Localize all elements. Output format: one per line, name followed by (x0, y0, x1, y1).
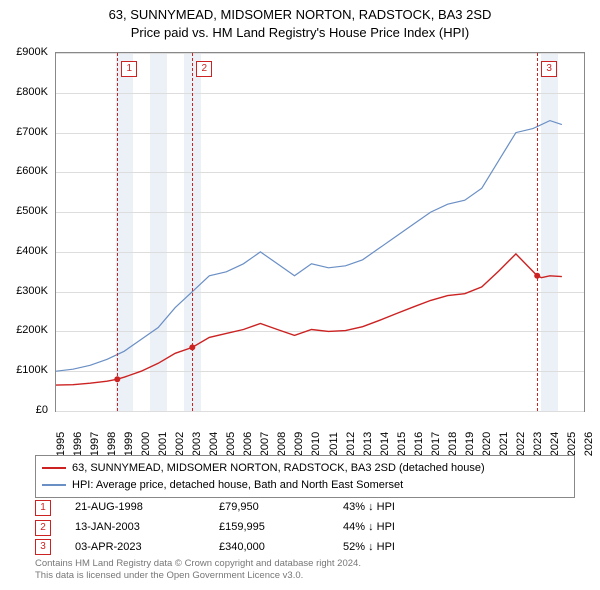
y-tick-label: £800K (16, 86, 48, 98)
x-tick-label: 2018 (447, 432, 459, 456)
title-address: 63, SUNNYMEAD, MIDSOMER NORTON, RADSTOCK… (0, 6, 600, 24)
sale-event-line (117, 53, 118, 411)
sale-row-marker: 3 (35, 539, 51, 555)
sale-event-marker: 3 (541, 61, 557, 77)
x-tick-label: 1995 (55, 432, 67, 456)
x-tick-label: 2012 (345, 432, 357, 456)
x-tick-label: 2001 (157, 432, 169, 456)
legend-label: HPI: Average price, detached house, Bath… (72, 477, 403, 494)
x-tick-label: 2015 (396, 432, 408, 456)
sale-row: 2 13-JAN-2003 £159,995 44% ↓ HPI (35, 518, 575, 538)
sales-table: 1 21-AUG-1998 £79,950 43% ↓ HPI 2 13-JAN-2003… (35, 498, 575, 557)
title-subtitle: Price paid vs. HM Land Registry's House … (0, 24, 600, 42)
y-tick-label: £300K (16, 285, 48, 297)
x-tick-label: 2008 (276, 432, 288, 456)
gridline (56, 411, 584, 412)
series-hpi (56, 121, 562, 372)
sale-row: 3 03-APR-2023 £340,000 52% ↓ HPI (35, 538, 575, 558)
x-tick-label: 1998 (106, 432, 118, 456)
x-tick-label: 2024 (549, 432, 561, 456)
sale-diff: 43% ↓ HPI (343, 498, 463, 518)
y-tick-label: £600K (16, 165, 48, 177)
x-tick-label: 1996 (72, 432, 84, 456)
legend-item: HPI: Average price, detached house, Bath… (42, 477, 568, 494)
y-tick-label: £0 (36, 404, 48, 416)
sale-row-marker: 1 (35, 500, 51, 516)
y-tick-label: £500K (16, 205, 48, 217)
x-tick-label: 2010 (310, 432, 322, 456)
x-tick-label: 2022 (515, 432, 527, 456)
x-tick-label: 2014 (379, 432, 391, 456)
sale-price: £159,995 (219, 518, 319, 538)
y-tick-label: £100K (16, 364, 48, 376)
x-tick-label: 2005 (225, 432, 237, 456)
x-tick-label: 2009 (293, 432, 305, 456)
x-tick-label: 2003 (191, 432, 203, 456)
sale-date: 21-AUG-1998 (75, 498, 195, 518)
sale-diff: 44% ↓ HPI (343, 518, 463, 538)
footer-line1: Contains HM Land Registry data © Crown c… (35, 558, 575, 570)
x-tick-label: 2011 (328, 432, 340, 456)
x-tick-label: 2016 (413, 432, 425, 456)
sale-price: £79,950 (219, 498, 319, 518)
sale-date: 13-JAN-2003 (75, 518, 195, 538)
y-tick-label: £200K (16, 324, 48, 336)
series-property (56, 254, 562, 385)
x-tick-label: 1999 (123, 432, 135, 456)
sale-event-line (537, 53, 538, 411)
x-tick-label: 2026 (583, 432, 595, 456)
title-block: 63, SUNNYMEAD, MIDSOMER NORTON, RADSTOCK… (0, 0, 600, 42)
legend-swatch (42, 484, 66, 486)
x-tick-label: 1997 (89, 432, 101, 456)
y-tick-label: £400K (16, 245, 48, 257)
sale-row-marker: 2 (35, 520, 51, 536)
x-axis: 1995 1996 1997 1998 1999 2000 2001 2002 2003 2004… (55, 414, 585, 454)
x-tick-label: 2021 (498, 432, 510, 456)
legend-box: 63, SUNNYMEAD, MIDSOMER NORTON, RADSTOCK… (35, 455, 575, 498)
sale-date: 03-APR-2023 (75, 538, 195, 558)
sale-row: 1 21-AUG-1998 £79,950 43% ↓ HPI (35, 498, 575, 518)
x-tick-label: 2023 (532, 432, 544, 456)
x-tick-label: 2025 (566, 432, 578, 456)
footer-line2: This data is licensed under the Open Gov… (35, 570, 575, 582)
sale-price: £340,000 (219, 538, 319, 558)
y-axis: £0£100K£200K£300K£400K£500K£600K£700K£80… (0, 52, 52, 412)
x-tick-label: 2004 (208, 432, 220, 456)
sale-diff: 52% ↓ HPI (343, 538, 463, 558)
x-tick-label: 2000 (140, 432, 152, 456)
legend-swatch (42, 467, 66, 469)
footer-attribution: Contains HM Land Registry data © Crown c… (35, 558, 575, 583)
y-tick-label: £700K (16, 126, 48, 138)
chart-plot-area: 1 2 3 (55, 52, 585, 412)
x-tick-label: 2002 (174, 432, 186, 456)
legend-item: 63, SUNNYMEAD, MIDSOMER NORTON, RADSTOCK… (42, 460, 568, 477)
legend-label: 63, SUNNYMEAD, MIDSOMER NORTON, RADSTOCK… (72, 460, 485, 477)
x-tick-label: 2006 (242, 432, 254, 456)
x-tick-label: 2013 (362, 432, 374, 456)
sale-event-line (192, 53, 193, 411)
sale-event-marker: 2 (196, 61, 212, 77)
x-tick-label: 2017 (430, 432, 442, 456)
chart-svg (56, 53, 584, 411)
y-tick-label: £900K (16, 46, 48, 58)
x-tick-label: 2019 (464, 432, 476, 456)
x-tick-label: 2020 (481, 432, 493, 456)
figure-root: 63, SUNNYMEAD, MIDSOMER NORTON, RADSTOCK… (0, 0, 600, 590)
sale-event-marker: 1 (121, 61, 137, 77)
x-tick-label: 2007 (259, 432, 271, 456)
